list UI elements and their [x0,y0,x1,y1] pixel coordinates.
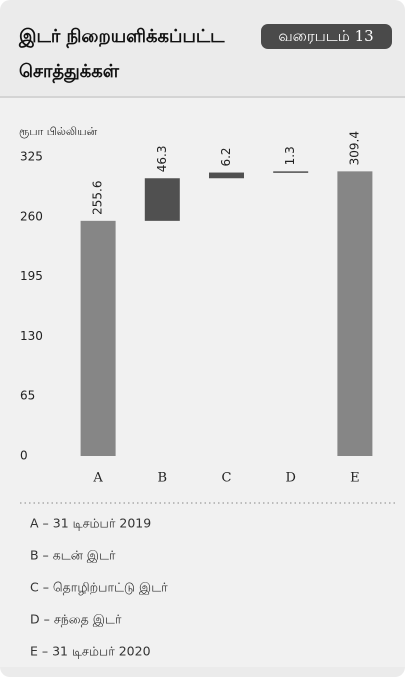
note: C – தொழிற்பாட்டு இடர் [30,580,168,596]
value-label: 255.6 [91,180,105,214]
y-tick-label: 65 [20,389,35,403]
bar [80,220,116,456]
value-label: 309.4 [347,131,361,165]
value-label: 6.2 [219,147,233,166]
badge: வரைபடம் 13 [278,27,373,45]
bar [209,172,244,179]
value-label: 46.3 [155,146,169,173]
bar [144,178,180,221]
y-tick-label: 325 [20,150,43,164]
x-tick-label: A [92,471,103,486]
y-axis-label: ரூபா பில்லியன் [19,125,98,138]
bar [273,171,309,173]
note: D – சந்தை இடர் [30,612,122,628]
value-label: 1.3 [283,146,297,165]
chart-title: இடர் நிறையளிக்கப்பட்ட [18,26,225,49]
y-tick-label: 260 [20,209,43,223]
y-tick-label: 195 [20,269,43,283]
badge-bg [261,24,392,49]
x-tick-label: D [285,471,295,486]
chart-title: சொத்துக்கள் [19,61,120,84]
x-tick-label: C [222,471,232,486]
x-tick-label: E [350,471,360,486]
y-tick-label: 130 [20,329,43,343]
bar [337,171,373,457]
x-tick-label: B [158,471,168,486]
note: A – 31 டிசம்பர் 2019 [30,516,151,531]
note: B – கடன் இடர் [30,548,116,564]
y-tick-label: 0 [20,449,28,463]
note: E – 31 டிசம்பர் 2020 [30,644,151,659]
